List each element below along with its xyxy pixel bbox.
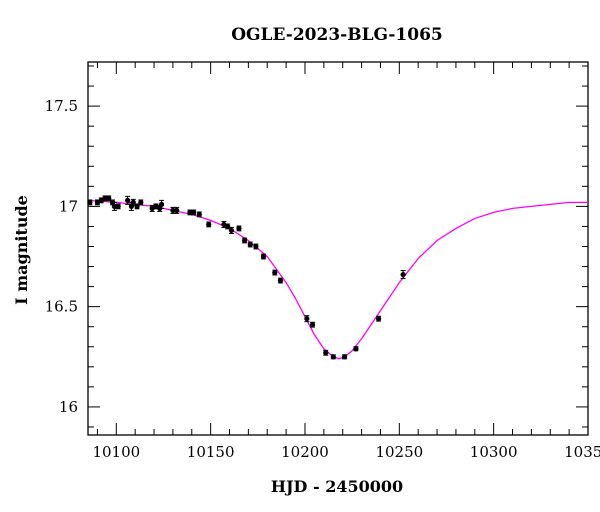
data-point (236, 225, 242, 232)
data-point (304, 316, 310, 322)
model-curve-line (87, 199, 588, 360)
data-point (196, 211, 202, 218)
y-tick-label: 16 (59, 398, 78, 416)
x-tick-label: 10100 (92, 443, 140, 461)
x-tick-label: 10300 (470, 443, 518, 461)
data-point (342, 354, 348, 360)
x-tick-label: 10200 (281, 443, 329, 461)
y-tick-label: 16.5 (45, 298, 78, 316)
y-tick-labels: 16 16.5 17 17.5 (45, 97, 78, 416)
model-curve-series (87, 199, 588, 360)
data-point (174, 207, 180, 213)
axis-ticks (88, 62, 589, 435)
data-point (375, 316, 382, 322)
data-point (206, 221, 212, 228)
x-tick-label: 10350 (564, 443, 600, 461)
data-points-series (87, 195, 406, 360)
data-point (309, 322, 316, 328)
data-point (277, 277, 284, 284)
data-point (87, 199, 93, 205)
chart-title: OGLE-2023-BLG-1065 (231, 25, 443, 45)
x-tick-labels: 10100 10150 10200 10250 10300 10350 (92, 443, 600, 461)
data-point (242, 237, 248, 244)
data-point (187, 209, 193, 216)
data-point (115, 203, 121, 209)
x-tick-label: 10250 (375, 443, 423, 461)
data-point (191, 209, 197, 216)
x-tick-label: 10150 (187, 443, 235, 461)
data-point (247, 241, 253, 248)
data-point (323, 350, 329, 356)
data-point (260, 253, 267, 260)
data-point (170, 207, 176, 213)
data-point (125, 197, 131, 203)
data-point (102, 195, 108, 201)
data-point (353, 346, 359, 352)
data-point (225, 223, 231, 230)
plot-frame (87, 61, 589, 436)
x-axis-label: HJD - 2450000 (271, 477, 403, 496)
data-point (158, 201, 165, 207)
y-tick-label: 17.5 (45, 97, 78, 115)
y-axis-label: I magnitude (12, 195, 31, 305)
data-point (138, 199, 144, 205)
data-point (228, 227, 234, 234)
data-point (111, 203, 118, 209)
data-point (253, 243, 259, 250)
data-point (400, 271, 406, 278)
data-point (330, 354, 336, 360)
y-tick-label: 17 (59, 197, 78, 215)
data-point (272, 269, 278, 276)
